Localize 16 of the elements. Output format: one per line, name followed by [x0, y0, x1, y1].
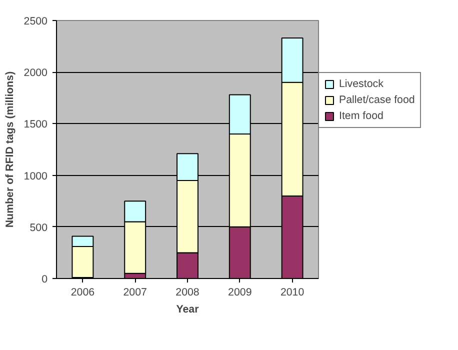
legend-label: Item food	[339, 110, 384, 122]
legend-label: Livestock	[339, 78, 384, 90]
legend-label: Pallet/case food	[339, 94, 415, 106]
x-tick-label: 2008	[176, 286, 200, 298]
x-tick-label: 2009	[228, 286, 252, 298]
x-tick-label: 2007	[123, 286, 148, 298]
y-tick-label: 2000	[24, 67, 48, 80]
y-tick-label: 500	[30, 222, 48, 234]
x-tick-label: 2010	[280, 286, 304, 298]
x-tick-label: 2006	[70, 286, 95, 298]
y-axis-title: Number of RFID tags (millions)	[4, 70, 16, 228]
y-tick-label: 2500	[24, 16, 48, 28]
x-axis-title: Year	[176, 304, 199, 316]
y-tick-label: 1000	[24, 170, 48, 182]
y-tick-label: 1500	[24, 118, 48, 131]
y-tick-label: 0	[42, 274, 48, 286]
